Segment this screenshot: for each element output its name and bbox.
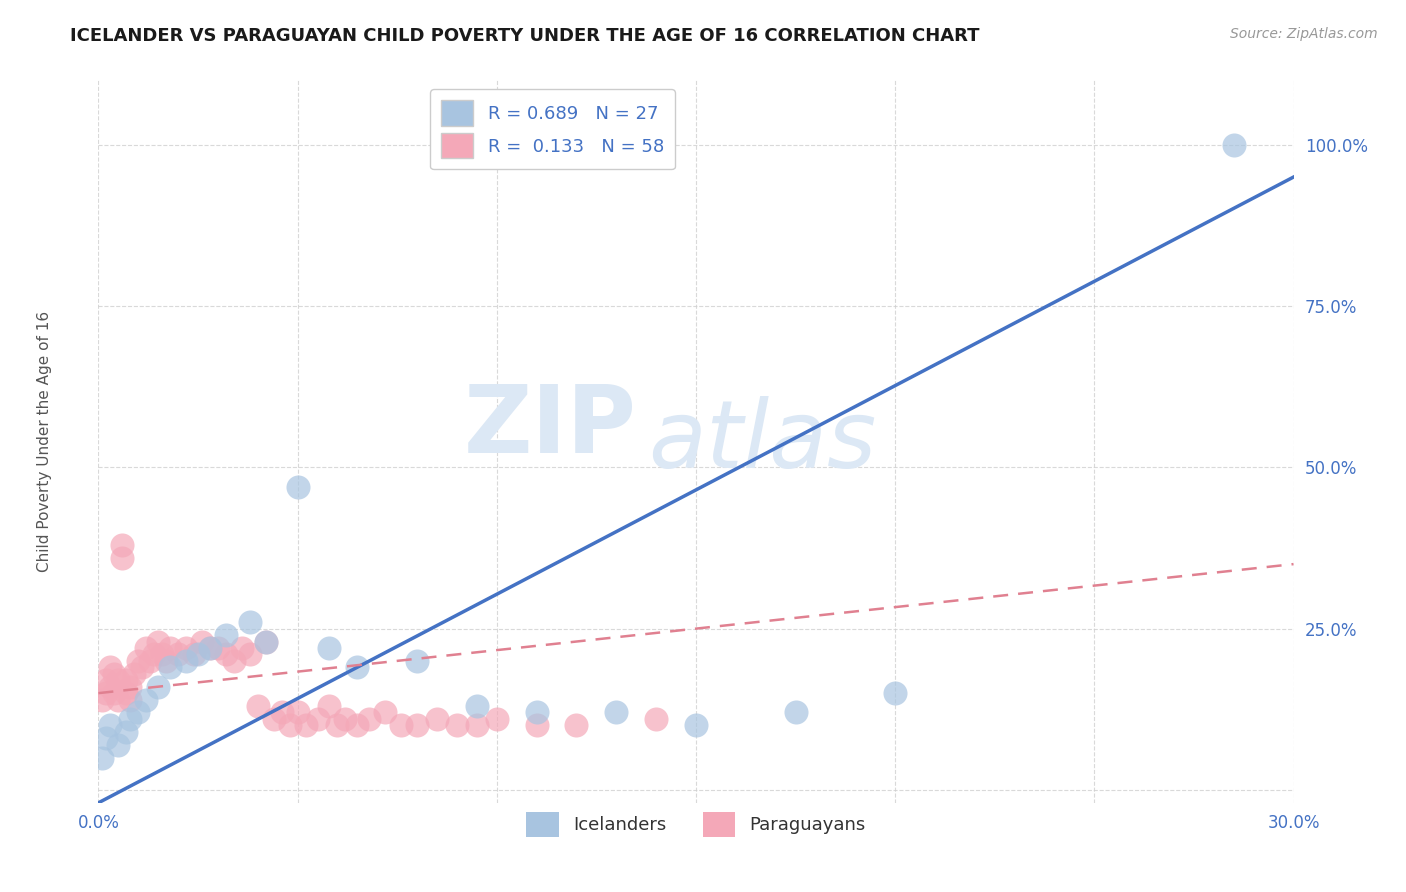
Point [287, 706, 309, 720]
Point [526, 706, 548, 720]
Point [183, 648, 205, 662]
Point [174, 640, 197, 655]
Point [115, 686, 138, 700]
Point [150, 648, 173, 662]
Point [135, 640, 157, 655]
Point [246, 699, 269, 714]
Point [389, 718, 412, 732]
Point [135, 692, 157, 706]
Point [287, 480, 309, 494]
Point [318, 699, 340, 714]
Point [120, 680, 142, 694]
Point [605, 706, 627, 720]
Point [115, 673, 138, 688]
Point [278, 718, 301, 732]
Point [215, 648, 238, 662]
Point [565, 718, 588, 732]
Point [96, 673, 118, 688]
Point [96, 686, 118, 700]
Point [465, 718, 488, 732]
Point [127, 706, 149, 720]
Point [98, 718, 122, 732]
Point [198, 640, 221, 655]
Point [148, 680, 170, 694]
Point [159, 640, 181, 655]
Point [406, 718, 429, 732]
Point [685, 718, 707, 732]
Point [446, 718, 468, 732]
Point [359, 712, 381, 726]
Point [374, 706, 396, 720]
Point [198, 640, 221, 655]
Point [91, 692, 114, 706]
Point [307, 712, 329, 726]
Point [485, 712, 508, 726]
Point [120, 712, 142, 726]
Point [139, 654, 162, 668]
Text: Child Poverty Under the Age of 16: Child Poverty Under the Age of 16 [37, 311, 52, 572]
Point [111, 550, 134, 565]
Point [465, 699, 488, 714]
Point [335, 712, 357, 726]
Point [127, 654, 149, 668]
Point [143, 648, 166, 662]
Point [120, 692, 142, 706]
Text: Source: ZipAtlas.com: Source: ZipAtlas.com [1230, 27, 1378, 41]
Point [167, 648, 190, 662]
Point [98, 680, 122, 694]
Point [187, 648, 209, 662]
Point [103, 666, 125, 681]
Point [91, 750, 114, 764]
Point [294, 718, 316, 732]
Point [645, 712, 668, 726]
Point [426, 712, 449, 726]
Point [215, 628, 238, 642]
Point [254, 634, 277, 648]
Point [346, 660, 368, 674]
Point [148, 634, 170, 648]
Point [270, 706, 292, 720]
Point [231, 640, 253, 655]
Point [96, 731, 118, 746]
Point [254, 634, 277, 648]
Legend: Icelanders, Paraguayans: Icelanders, Paraguayans [519, 805, 873, 845]
Point [346, 718, 368, 732]
Point [111, 538, 134, 552]
Point [159, 660, 181, 674]
Point [115, 724, 138, 739]
Point [318, 640, 340, 655]
Point [526, 718, 548, 732]
Point [207, 640, 229, 655]
Point [239, 615, 262, 630]
Point [263, 712, 285, 726]
Point [98, 660, 122, 674]
Point [785, 706, 807, 720]
Point [191, 634, 214, 648]
Point [239, 648, 262, 662]
Text: atlas: atlas [648, 396, 876, 487]
Point [884, 686, 907, 700]
Point [107, 692, 129, 706]
Text: ZIP: ZIP [464, 381, 637, 473]
Point [406, 654, 429, 668]
Point [174, 654, 197, 668]
Point [124, 666, 146, 681]
Point [107, 738, 129, 752]
Text: ICELANDER VS PARAGUAYAN CHILD POVERTY UNDER THE AGE OF 16 CORRELATION CHART: ICELANDER VS PARAGUAYAN CHILD POVERTY UN… [70, 27, 980, 45]
Point [103, 686, 125, 700]
Point [107, 673, 129, 688]
Point [1223, 137, 1246, 152]
Point [131, 660, 153, 674]
Point [326, 718, 349, 732]
Point [222, 654, 245, 668]
Point [155, 654, 177, 668]
